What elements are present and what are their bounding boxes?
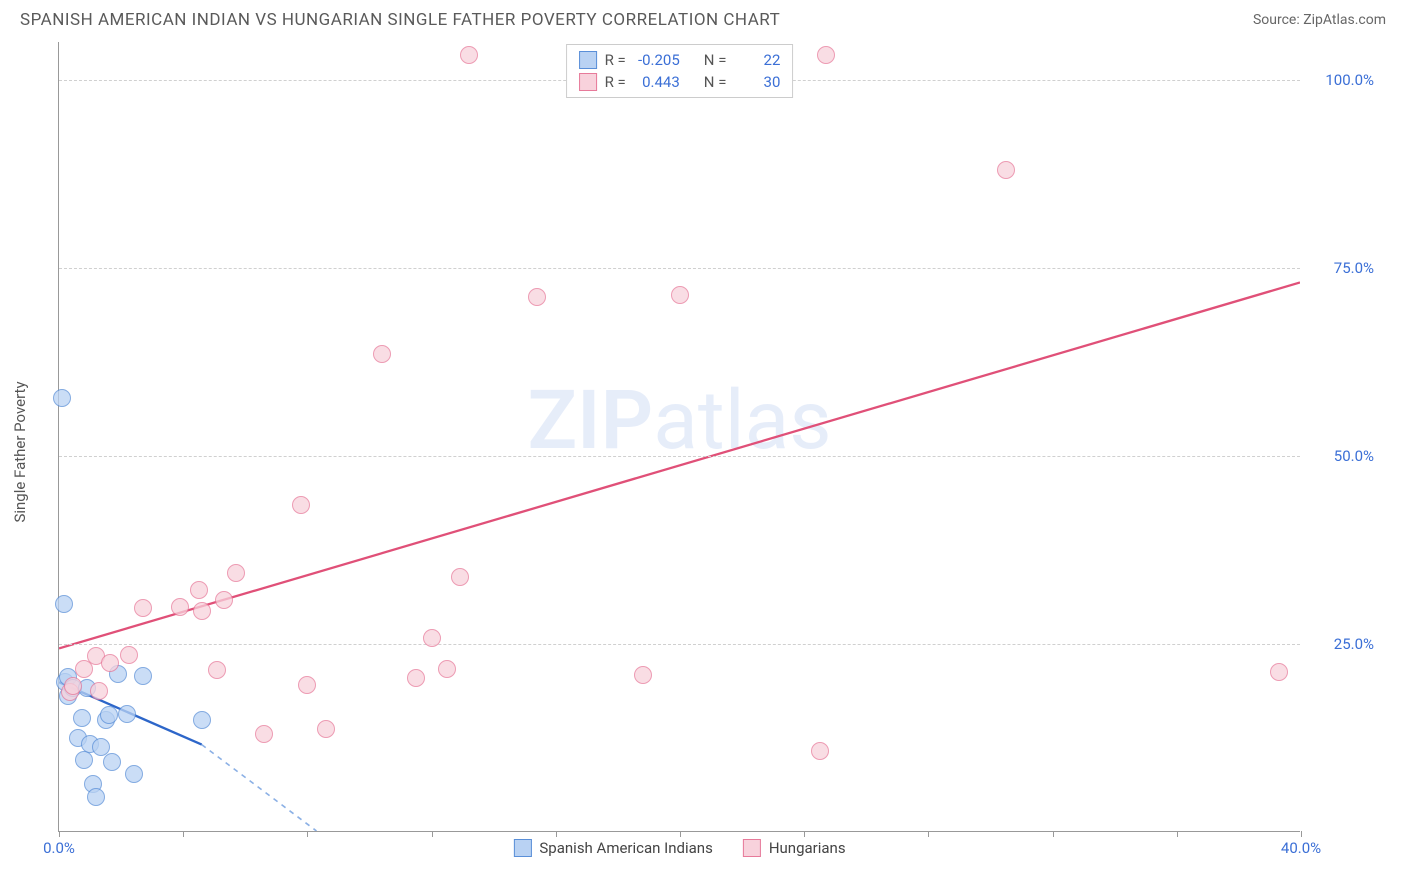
r-value-2: 0.443 (634, 71, 680, 93)
data-point (634, 666, 652, 684)
plot-area: ZIPatlas R = -0.205 N = 22 R = 0.443 N =… (58, 42, 1300, 832)
data-point (125, 765, 143, 783)
data-point (193, 711, 211, 729)
gridline (59, 456, 1300, 457)
x-tick-label: 40.0% (1281, 839, 1321, 857)
data-point (215, 591, 233, 609)
swatch-series-2 (579, 73, 597, 91)
data-point (87, 788, 105, 806)
y-axis-label: Single Father Poverty (11, 381, 29, 522)
n-value-2: 30 (734, 71, 780, 93)
data-point (298, 676, 316, 694)
data-point (101, 654, 119, 672)
y-tick-label: 50.0% (1334, 447, 1374, 465)
swatch-series-2-icon (743, 839, 761, 857)
x-tick (928, 831, 929, 837)
legend-series: Spanish American Indians Hungarians (513, 839, 845, 857)
swatch-series-1 (579, 51, 597, 69)
data-point (103, 753, 121, 771)
x-tick (307, 831, 308, 837)
source-attribution: Source: ZipAtlas.com (1253, 12, 1386, 28)
legend-stats-row-2: R = 0.443 N = 30 (579, 71, 781, 93)
data-point (193, 602, 211, 620)
data-point (438, 660, 456, 678)
data-point (118, 705, 136, 723)
data-point (373, 345, 391, 363)
chart-title: SPANISH AMERICAN INDIAN VS HUNGARIAN SIN… (20, 10, 780, 30)
x-tick-label: 0.0% (43, 839, 75, 857)
data-point (255, 725, 273, 743)
x-tick (1177, 831, 1178, 837)
legend-item-1: Spanish American Indians (513, 839, 712, 857)
legend-stats-row-1: R = -0.205 N = 22 (579, 49, 781, 71)
data-point (407, 669, 425, 687)
legend-item-2: Hungarians (743, 839, 846, 857)
x-tick (680, 831, 681, 837)
legend-label-2: Hungarians (769, 839, 846, 857)
data-point (73, 709, 91, 727)
data-point (227, 564, 245, 582)
gridline (59, 644, 1300, 645)
data-point (292, 496, 310, 514)
data-point (90, 682, 108, 700)
legend-stats: R = -0.205 N = 22 R = 0.443 N = 30 (566, 44, 794, 98)
data-point (460, 46, 478, 64)
data-point (671, 286, 689, 304)
x-tick (432, 831, 433, 837)
data-point (120, 646, 138, 664)
data-point (171, 598, 189, 616)
data-point (1270, 663, 1288, 681)
data-point (64, 677, 82, 695)
legend-label-1: Spanish American Indians (539, 839, 712, 857)
swatch-series-1-icon (513, 839, 531, 857)
watermark: ZIPatlas (527, 373, 831, 469)
data-point (208, 661, 226, 679)
n-value-1: 22 (734, 49, 780, 71)
r-value-1: -0.205 (634, 49, 680, 71)
n-label: N = (704, 49, 727, 71)
x-tick (1301, 831, 1302, 837)
data-point (317, 720, 335, 738)
data-point (134, 599, 152, 617)
data-point (423, 629, 441, 647)
y-tick-label: 25.0% (1334, 635, 1374, 653)
trend-lines (59, 42, 1300, 831)
data-point (53, 389, 71, 407)
x-tick (59, 831, 60, 837)
data-point (134, 667, 152, 685)
r-label: R = (605, 49, 626, 71)
data-point (451, 568, 469, 586)
chart-container: Single Father Poverty ZIPatlas R = -0.20… (50, 42, 1380, 862)
n-label: N = (704, 71, 727, 93)
data-point (55, 595, 73, 613)
x-tick (556, 831, 557, 837)
y-tick-label: 75.0% (1334, 259, 1374, 277)
data-point (997, 161, 1015, 179)
gridline (59, 268, 1300, 269)
r-label: R = (605, 71, 626, 93)
x-tick (804, 831, 805, 837)
data-point (190, 581, 208, 599)
data-point (817, 46, 835, 64)
x-tick (183, 831, 184, 837)
y-tick-label: 100.0% (1325, 71, 1374, 89)
data-point (100, 706, 118, 724)
data-point (811, 742, 829, 760)
data-point (75, 751, 93, 769)
x-tick (1053, 831, 1054, 837)
data-point (528, 288, 546, 306)
